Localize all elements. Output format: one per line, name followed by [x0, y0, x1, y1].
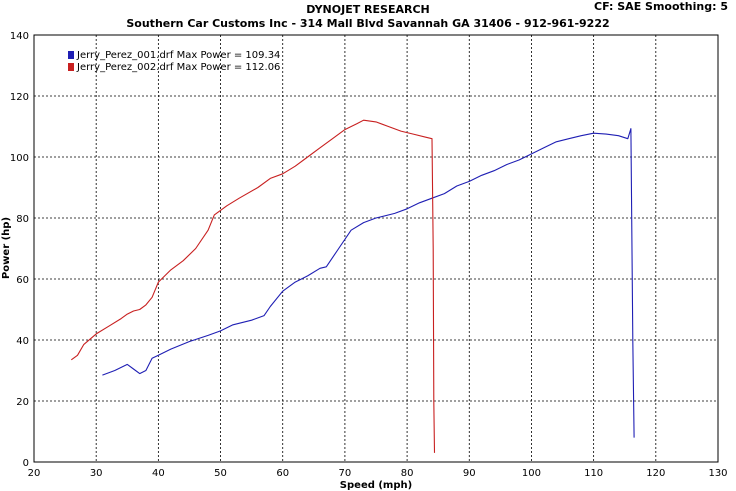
x-tick-label: 80 [401, 468, 414, 479]
x-tick-label: 100 [522, 468, 541, 479]
series-line-2 [70, 119, 436, 453]
header-shop-info: Southern Car Customs Inc - 314 Mall Blvd… [126, 17, 610, 30]
grid [34, 35, 718, 462]
x-tick-label: 40 [152, 468, 165, 479]
legend: Jerry_Perez_001.drf Max Power = 109.34Je… [68, 50, 280, 73]
x-tick-label: 70 [339, 468, 352, 479]
y-axis-ticks: 0 20 40 60 80 100 120 140 [10, 31, 29, 469]
x-axis-ticks: 20 30 40 50 60 70 80 90 100 110 120 130 [28, 468, 728, 479]
legend-entry-2: Jerry_Perez_002.drf Max Power = 112.06 [76, 62, 280, 73]
y-tick-label: 80 [16, 214, 29, 225]
y-tick-label: 140 [10, 31, 29, 42]
y-tick-label: 0 [23, 458, 29, 469]
y-tick-label: 100 [10, 153, 29, 164]
y-tick-label: 40 [16, 336, 29, 347]
x-axis-label: Speed (mph) [340, 480, 412, 491]
x-tick-label: 90 [463, 468, 476, 479]
y-tick-label: 20 [16, 397, 29, 408]
plot-area [33, 34, 719, 463]
series-lines [70, 119, 635, 453]
x-tick-label: 130 [708, 468, 727, 479]
header-company: DYNOJET RESEARCH [306, 3, 430, 16]
legend-swatch-1 [68, 51, 74, 59]
x-tick-label: 120 [646, 468, 665, 479]
x-tick-label: 20 [28, 468, 41, 479]
y-tick-label: 60 [16, 275, 29, 286]
x-tick-label: 50 [214, 468, 227, 479]
legend-swatch-2 [68, 63, 74, 71]
x-tick-label: 30 [90, 468, 103, 479]
x-tick-label: 60 [276, 468, 289, 479]
y-tick-label: 120 [10, 92, 29, 103]
legend-entry-1: Jerry_Perez_001.drf Max Power = 109.34 [76, 50, 280, 61]
series-line-1 [102, 128, 635, 438]
x-tick-label: 110 [584, 468, 603, 479]
header-settings: CF: SAE Smoothing: 5 [594, 0, 728, 13]
y-axis-label: Power (hp) [1, 217, 12, 279]
